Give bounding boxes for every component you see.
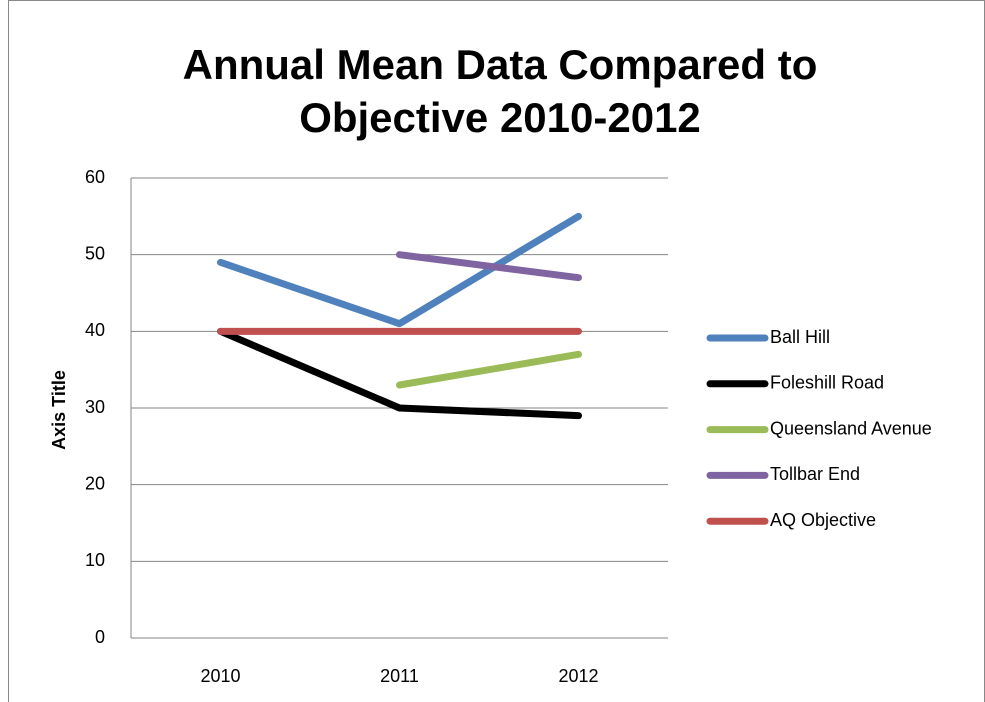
legend-label: AQ Objective [770, 510, 876, 530]
y-tick-label: 50 [85, 243, 105, 263]
legend-label: Foleshill Road [770, 373, 884, 393]
y-axis-title: Axis Title [49, 370, 69, 450]
series-line [217, 327, 582, 420]
x-tick-label: 2012 [558, 666, 598, 686]
y-tick-label: 0 [95, 627, 105, 647]
y-tick-label: 60 [85, 167, 105, 187]
x-tick-label: 2011 [380, 666, 419, 686]
x-tick-label: 2010 [200, 666, 240, 686]
series-line [396, 251, 582, 282]
legend-label: Queensland Avenue [770, 418, 932, 438]
series-line [217, 212, 582, 328]
y-tick-label: 30 [85, 397, 105, 417]
legend-label: Tollbar End [770, 464, 860, 484]
y-tick-label: 40 [85, 320, 105, 340]
chart-title: Annual Mean Data Compared to Objective 2… [182, 41, 818, 141]
series-line [396, 350, 582, 389]
y-tick-label: 10 [85, 550, 105, 570]
y-tick-label: 20 [85, 473, 105, 493]
legend-label: Ball Hill [770, 327, 830, 347]
